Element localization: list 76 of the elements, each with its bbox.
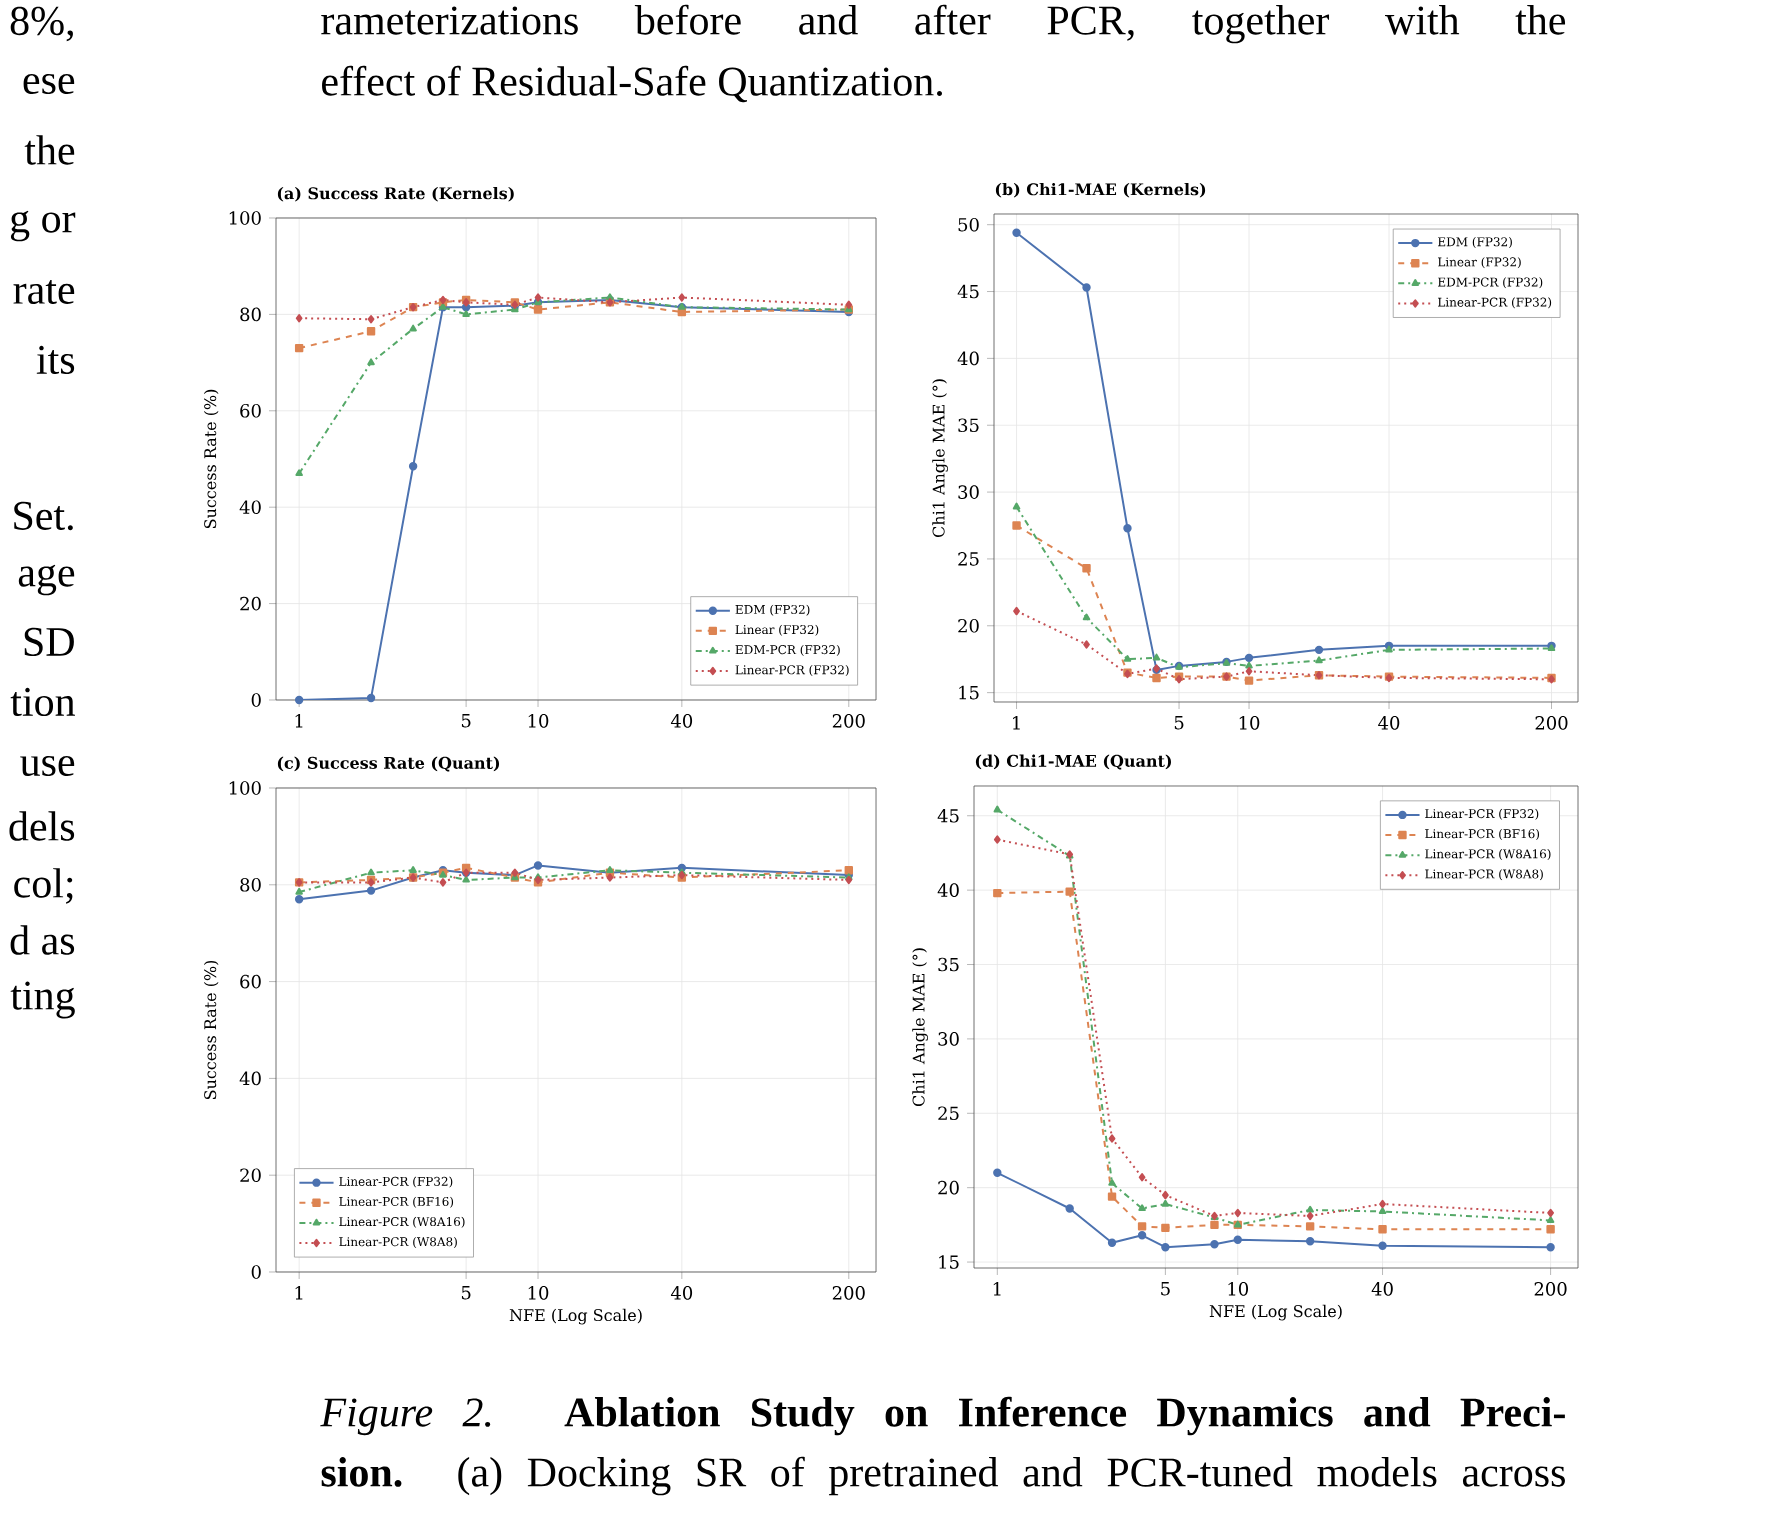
x-tick-label: 1 [295, 714, 303, 728]
y-tick-label: 20 [240, 1168, 261, 1182]
y-tick-label: 20 [958, 618, 979, 633]
x-tick-label: 40 [1371, 1282, 1393, 1296]
chart-title: (d) Chi1-MAE (Quant) [975, 754, 1171, 770]
x-tick-label: 1 [295, 1286, 303, 1300]
x-tick-label: 1 [1013, 716, 1020, 730]
y-tick-label: 100 [229, 211, 261, 225]
text: tion [10, 687, 75, 717]
y-tick-label: 40 [937, 883, 959, 897]
x-tick-label: 10 [528, 1286, 549, 1300]
x-tick-label: 10 [1239, 716, 1260, 730]
text: rate [13, 279, 75, 305]
y-tick-label: 30 [958, 485, 979, 499]
y-tick-label: 15 [939, 1255, 959, 1269]
text: g or [10, 210, 76, 242]
y-axis-title: Success Rate (%) [203, 389, 219, 529]
y-axis-title: Chi1 Angle MAE (°) [912, 948, 928, 1107]
text: Figure 2. Ablation Study on Inference Dynamics and Preci- [320, 1396, 1565, 1436]
x-tick-label: 5 [461, 1286, 471, 1300]
y-tick-label: 40 [239, 1071, 261, 1086]
x-tick-label: 5 [1161, 1282, 1170, 1296]
text: ese [23, 73, 75, 95]
x-axis-title: NFE (Log Scale) [1209, 1304, 1342, 1321]
y-tick-label: 0 [251, 1265, 261, 1279]
text: dels [9, 811, 75, 841]
chart-title: (a) Success Rate (Kernels) [277, 186, 514, 202]
text: 8%, [10, 6, 73, 42]
y-tick-label: 35 [958, 418, 979, 433]
chart-title: (b) Chi1-MAE (Kernels) [995, 182, 1206, 198]
text: col; [14, 868, 73, 904]
y-tick-label: 30 [938, 1032, 959, 1046]
text: sion. (a) Docking SR of pretrained and PCR-tuned models across [321, 1456, 1565, 1496]
y-tick-label: 40 [957, 351, 979, 366]
chart-title: (c) Success Rate (Quant) [277, 756, 500, 772]
y-axis-title: Chi1 Angle MAE (°) [932, 379, 948, 538]
y-tick-label: 80 [240, 307, 261, 322]
y-tick-label: 40 [239, 500, 261, 514]
text: use [20, 755, 75, 777]
y-tick-label: 45 [937, 808, 959, 823]
x-tick-label: 200 [832, 1286, 865, 1300]
y-tick-label: 20 [938, 1180, 959, 1195]
x-tick-label: 5 [461, 714, 471, 728]
y-axis-title: Success Rate (%) [203, 960, 219, 1100]
x-tick-label: 1 [993, 1282, 1001, 1296]
y-tick-label: 25 [958, 552, 979, 566]
y-tick-label: 80 [240, 877, 261, 892]
x-axis-title: NFE (Log Scale) [509, 1308, 642, 1325]
text: its [36, 345, 75, 375]
y-tick-label: 0 [251, 693, 261, 707]
y-tick-label: 50 [958, 217, 979, 232]
x-tick-label: 200 [832, 714, 865, 728]
x-tick-label: 10 [1228, 1282, 1249, 1296]
x-tick-label: 40 [670, 1286, 693, 1300]
x-tick-label: 200 [1535, 716, 1568, 730]
x-tick-label: 40 [670, 714, 693, 728]
x-tick-label: 40 [1378, 716, 1400, 730]
text: Set. [14, 501, 73, 531]
y-tick-label: 60 [240, 974, 261, 989]
y-tick-label: 60 [240, 403, 261, 418]
x-tick-label: 5 [1174, 716, 1184, 730]
y-tick-label: 35 [938, 957, 959, 972]
y-tick-label: 100 [229, 781, 261, 795]
x-tick-label: 10 [528, 714, 549, 728]
text: SD [24, 627, 74, 657]
text: d as [10, 925, 75, 955]
text: age [18, 564, 75, 596]
x-tick-label: 200 [1534, 1282, 1567, 1296]
text: the [24, 135, 75, 165]
text: effect of Residual-Safe Quantization. [322, 65, 942, 103]
text: ting [10, 981, 75, 1019]
y-tick-label: 25 [938, 1106, 959, 1121]
y-tick-label: 20 [240, 596, 261, 611]
y-tick-label: 15 [959, 685, 979, 700]
y-tick-label: 45 [957, 284, 979, 299]
text: rameterizations before and after PCR, together with the [321, 4, 1566, 44]
